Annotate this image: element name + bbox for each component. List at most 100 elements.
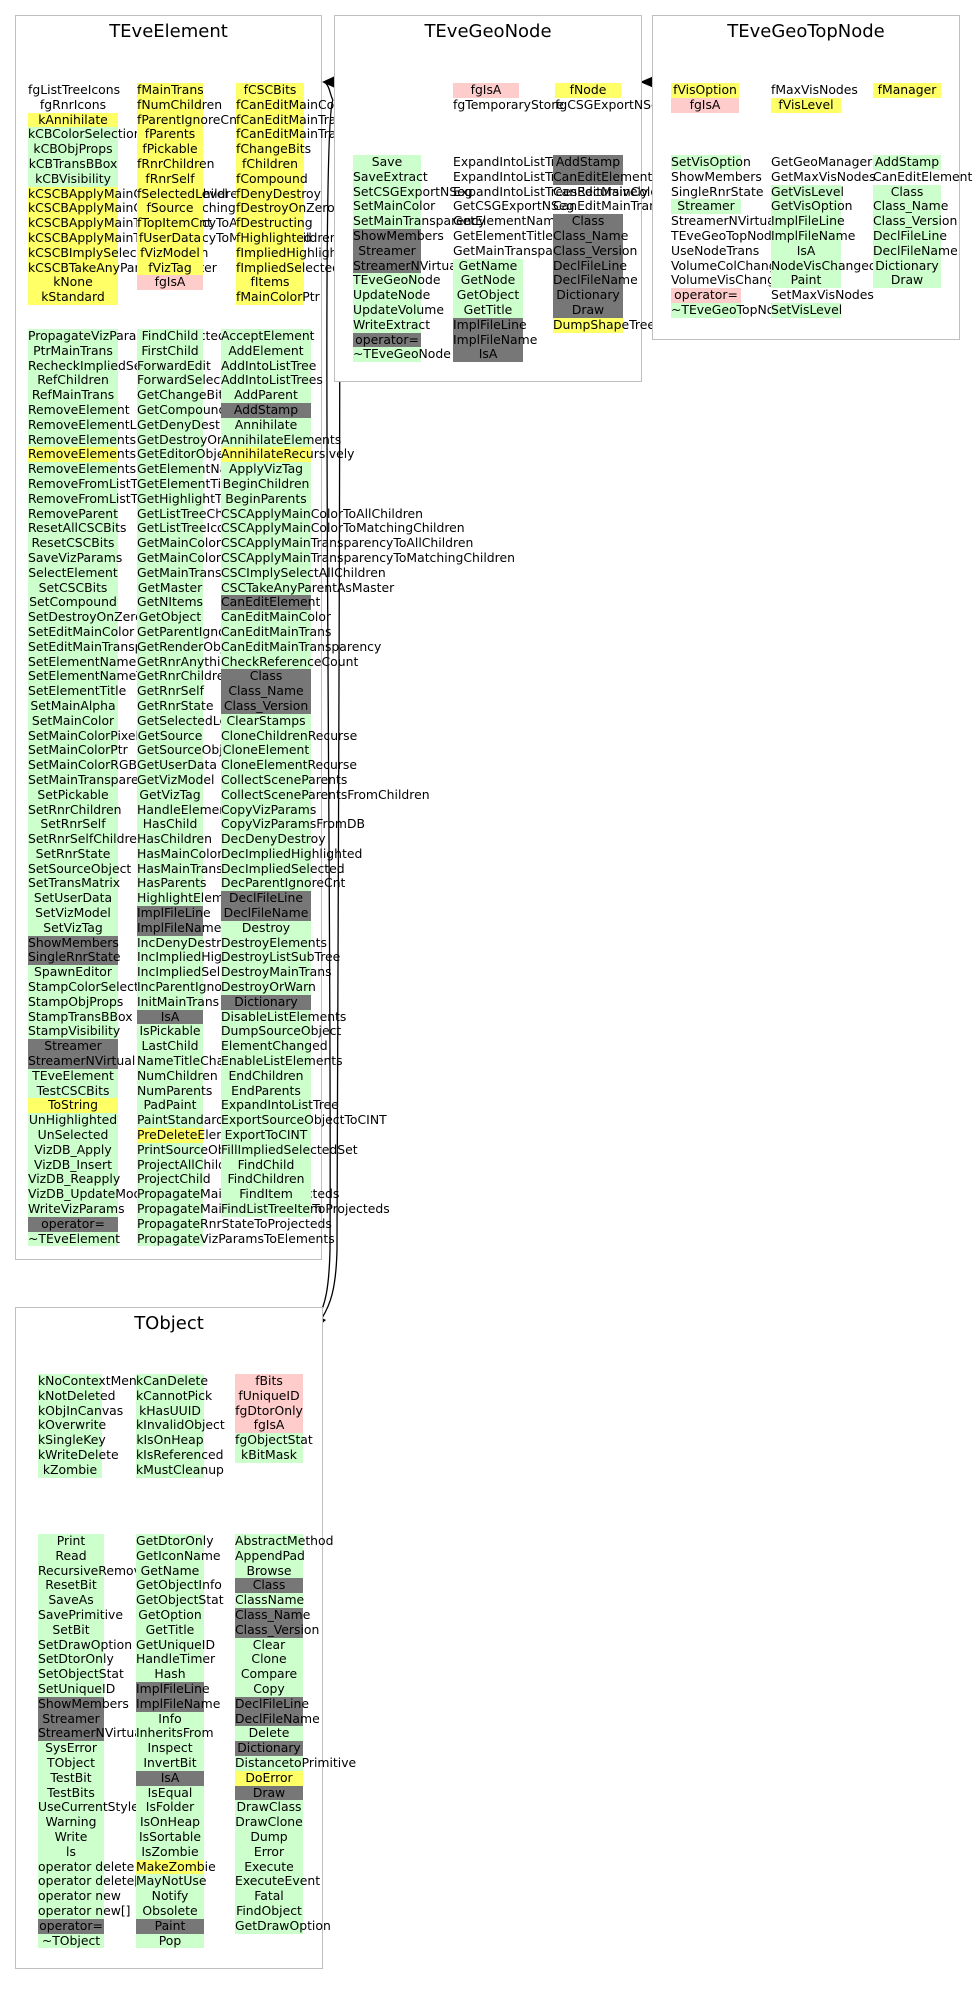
class-entry: kAnnihilate [28, 112, 118, 128]
class-entry: GetMainColor [137, 535, 222, 551]
class-entry: Fatal [235, 1888, 303, 1904]
class-entry: kCSCBApplyMainTransparencyToMatchingChil… [28, 230, 338, 246]
class-entry: Obsolete [136, 1903, 204, 1919]
members-col-1: fgIsA fgTemporaryStore [453, 82, 564, 113]
class-entry: fMaxVisNodes [771, 82, 858, 97]
class-entry: ResetAllCSCBits [28, 520, 127, 537]
class-entry: FindChild [137, 328, 203, 344]
class-entry: kCSCBApplyMainColorToMatchingChildren [28, 201, 287, 217]
class-entry: RecheckImpliedSelections [28, 357, 190, 374]
class-entry: UseNodeTrans [671, 242, 760, 258]
class-entry: SetVisLevel [771, 301, 843, 318]
class-entry: IsA [136, 1770, 204, 1786]
class-entry: CloneElement [221, 742, 311, 759]
class-entry: DestroyListSubTree [221, 949, 341, 966]
class-entry: Class_Name [873, 198, 949, 215]
class-entry: AppendPad [235, 1547, 305, 1564]
class-entry: Write [38, 1829, 104, 1845]
class-entry: GetRnrChildren [137, 668, 233, 685]
class-entry: ImplFileLine [771, 213, 845, 229]
class-entry: GetMainTransparency [137, 564, 272, 581]
class-entry: SelectElement [28, 564, 118, 581]
class-entry: GetElementTitle [137, 475, 237, 492]
class-entry: UseCurrentStyle [38, 1799, 139, 1816]
class-entry: ProjectChild [137, 1171, 211, 1188]
class-entry: CheckReferenceCount [221, 653, 359, 670]
class-entry: Dictionary [221, 994, 311, 1010]
methods-col-3: AcceptElement AddElement AddIntoListTree Ad… [221, 328, 515, 1217]
class-entry: SetMainColorPixel [28, 727, 139, 744]
class-entry: fBits [235, 1373, 303, 1389]
class-entry: kCBObjProps [28, 141, 118, 157]
class-entry: SetVizTag [28, 920, 118, 936]
class-entry: Streamer [28, 1038, 118, 1055]
class-entry: SetElementTitle [28, 683, 127, 699]
class-entry: RemoveFromListTrees [28, 490, 163, 507]
methods-col-1: Print Read RecursiveRemove ResetBit SaveAs Sa… [38, 1533, 149, 1949]
class-entry: GetParentIgnoreCnt [137, 623, 260, 640]
class-entry: LastChild [137, 1038, 203, 1055]
class-entry: RecursiveRemove [38, 1562, 149, 1579]
class-entry: SaveAs [38, 1592, 104, 1608]
class-entry: Execute [235, 1859, 303, 1875]
class-entry: AddStamp [221, 402, 311, 418]
class-entry: SaveVizParams [28, 549, 123, 566]
class-entry: SavePrimitive [38, 1606, 123, 1623]
class-entry: VolumeVisChanged [671, 272, 791, 288]
class-entry: kIsReferenced [136, 1446, 224, 1463]
class-entry: DumpSourceObject [221, 1023, 342, 1040]
class-entry: GetVisLevel [771, 183, 844, 200]
methods-col-1: SetVisOption ShowMembers SingleRnrState Str… [671, 154, 793, 318]
class-entry: Print [38, 1533, 104, 1549]
class-entry: GetElementTitle [453, 227, 553, 243]
class-entry: CSCApplyMainTransparencyToMatchingChildr… [221, 549, 515, 566]
class-entry: NumParents [137, 1082, 213, 1099]
methods-col-2: GetDtorOnly GetIconName GetName GetObjectIn… [136, 1533, 224, 1949]
class-entry: fCanEditMainColor [236, 96, 351, 113]
class-entry: operator= [28, 1216, 118, 1232]
class-entry: DestroyOrWarn [221, 979, 316, 995]
class-entry: GetSource [137, 727, 203, 744]
class-entry: fNode [555, 82, 621, 98]
class-entry: ShowMembers [38, 1695, 129, 1712]
class-entry: ls [38, 1844, 104, 1860]
class-entry: CanEditElement [873, 168, 973, 184]
class-entry: FillImpliedSelectedSet [221, 1141, 358, 1158]
class-entry: InitMainTrans [137, 993, 220, 1010]
methods-col-1: PropagateVizParamsToProjecteds PtrMainTra… [28, 328, 232, 1247]
class-entry: VolumeColChanged [671, 257, 793, 273]
class-entry: DeclFileName [873, 242, 958, 259]
class-entry: kCannotPick [136, 1387, 213, 1404]
class-entry: AddIntoListTrees [221, 372, 323, 389]
class-entry: DecParentIgnoreCnt [221, 875, 346, 892]
class-entry: ExpandIntoListTreesRecursively [453, 183, 649, 199]
class-entry: SetCSCBits [28, 580, 118, 596]
class-entry: WriteExtract [353, 316, 431, 333]
class-entry: IncImpliedSelected [137, 964, 255, 981]
class-entry: kMustCleanup [136, 1461, 224, 1478]
class-entry: fChangeBits [236, 141, 312, 157]
class-entry: ~TEveElement [28, 1230, 121, 1247]
class-entry: operator= [671, 287, 741, 303]
class-entry: FirstChild [137, 343, 203, 359]
class-entry: GetObjectStat [136, 1592, 224, 1608]
class-entry: Paint [771, 273, 841, 289]
class-entry: DistancetoPrimitive [235, 1754, 357, 1771]
class-entry: RemoveElementsInternal [28, 446, 184, 463]
class-entry: StreamerNVirtual [28, 1053, 136, 1069]
class-entry: ImplFileName [137, 919, 222, 936]
class-entry: Class [221, 669, 311, 685]
class-entry: SetDestroyOnZeroRefCnt [28, 609, 185, 625]
class-entry: fCanEditMainTransparency [236, 126, 401, 143]
class-entry: fgIsA [671, 97, 739, 113]
class-entry: GetDtorOnly [136, 1533, 214, 1549]
class-entry: CanEditMainColor [221, 609, 332, 625]
class-entry: DisableListElements [221, 1008, 347, 1025]
class-entry: kCanDelete [136, 1373, 208, 1389]
class-entry: GetNode [453, 273, 523, 289]
class-entry: fNumChildren [137, 96, 223, 113]
class-entry: fManager [873, 82, 941, 98]
class-entry: SetMainTransparency [28, 771, 161, 788]
class-entry: SetRnrState [28, 846, 118, 862]
class-entry: ~TObject [38, 1933, 104, 1949]
